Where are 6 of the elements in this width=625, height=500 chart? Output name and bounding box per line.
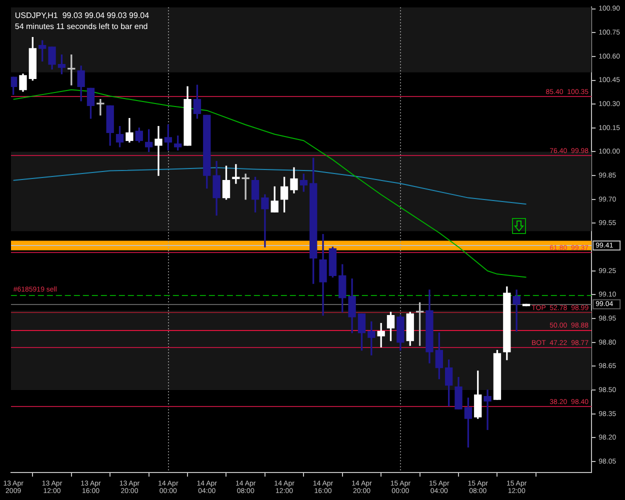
candlestick: [96, 98, 104, 116]
text: 54 minutes 11 seconds left to bar end: [14, 22, 148, 32]
candlestick: [154, 126, 162, 176]
text: USDJPY,H1 99.03 99.04 99.03 99.04: [14, 11, 150, 20]
candlestick: [484, 390, 492, 430]
candlestick: [261, 194, 269, 248]
